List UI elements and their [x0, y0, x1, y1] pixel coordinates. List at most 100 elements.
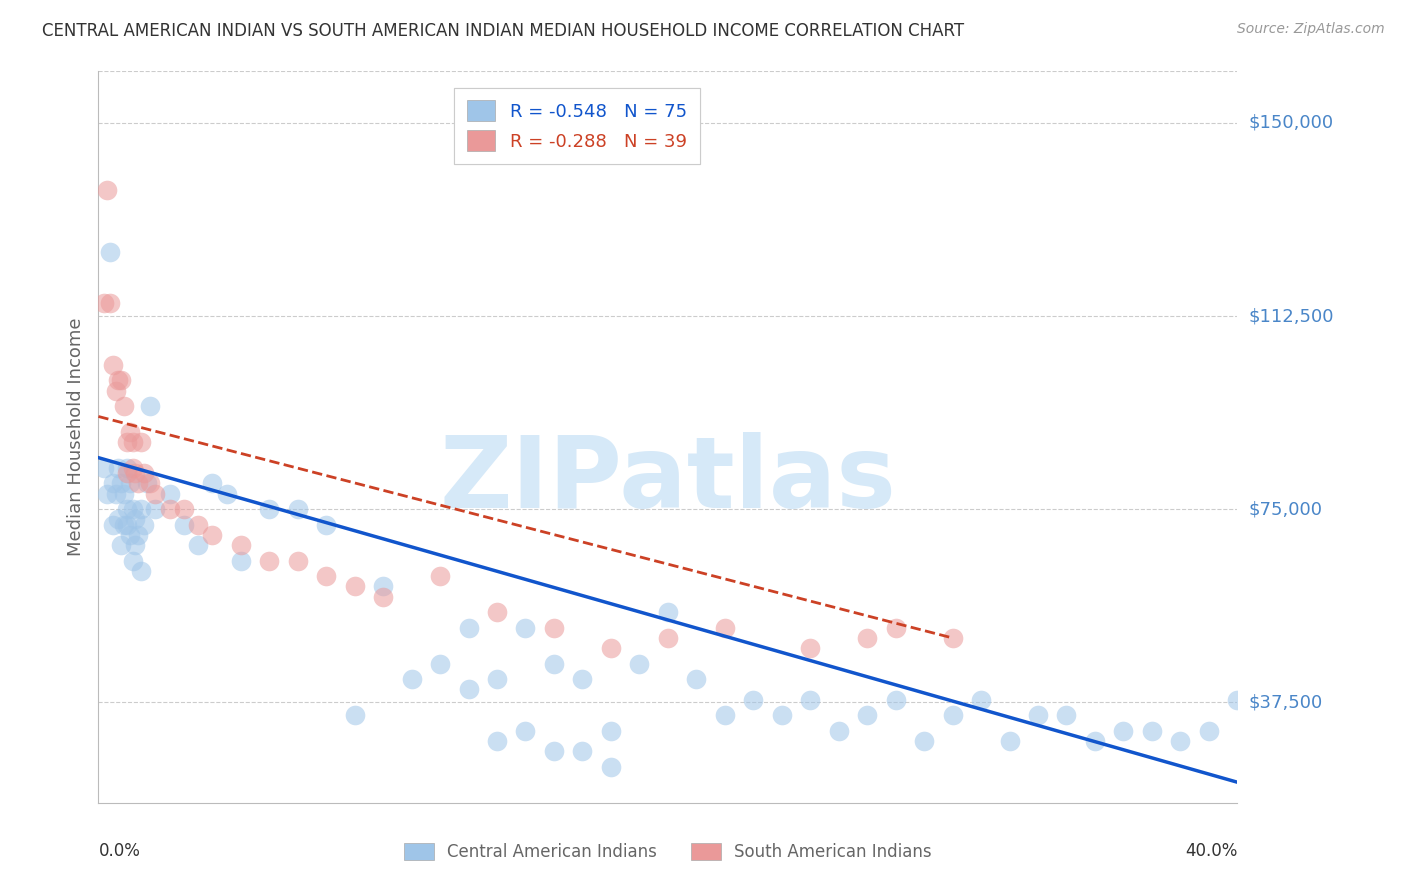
Point [98, 296, 121, 310]
Point [201, 528, 224, 542]
Text: $37,500: $37,500 [1249, 693, 1323, 711]
Point [287, 502, 309, 516]
Point [173, 517, 195, 532]
Point [515, 723, 537, 738]
Point [998, 734, 1021, 748]
Point [685, 672, 707, 686]
Point [628, 657, 651, 671]
Legend: R = -0.548   N = 75, R = -0.288   N = 39: R = -0.548 N = 75, R = -0.288 N = 39 [454, 87, 700, 164]
Point [742, 693, 765, 707]
Point [486, 734, 509, 748]
Point [121, 435, 143, 450]
Point [543, 744, 565, 758]
Point [118, 476, 141, 491]
Point [145, 502, 167, 516]
Point [543, 657, 565, 671]
Point [828, 723, 851, 738]
Point [110, 538, 132, 552]
Point [215, 487, 238, 501]
Point [159, 502, 181, 516]
Point [259, 554, 281, 568]
Point [714, 708, 737, 723]
Text: $112,500: $112,500 [1249, 307, 1334, 325]
Point [343, 708, 366, 723]
Point [173, 502, 195, 516]
Point [107, 461, 129, 475]
Point [912, 734, 935, 748]
Point [429, 569, 451, 583]
Point [93, 461, 115, 475]
Point [1198, 723, 1220, 738]
Point [486, 605, 509, 619]
Point [96, 183, 118, 197]
Point [129, 435, 152, 450]
Point [138, 399, 160, 413]
Point [145, 487, 167, 501]
Point [115, 435, 138, 450]
Y-axis label: Median Household Income: Median Household Income [66, 318, 84, 557]
Point [770, 708, 793, 723]
Point [135, 476, 157, 491]
Point [457, 621, 479, 635]
Point [115, 461, 138, 475]
Point [1084, 734, 1107, 748]
Point [107, 512, 129, 526]
Point [124, 538, 146, 552]
Point [129, 502, 152, 516]
Point [571, 744, 593, 758]
Point [1226, 693, 1249, 707]
Point [115, 517, 138, 532]
Point [124, 466, 146, 480]
Point [486, 672, 509, 686]
Point [104, 384, 127, 398]
Point [132, 517, 155, 532]
Point [343, 579, 366, 593]
Point [187, 538, 209, 552]
Point [118, 528, 141, 542]
Point [201, 476, 224, 491]
Point [657, 631, 679, 645]
Point [970, 693, 993, 707]
Point [112, 487, 135, 501]
Point [93, 296, 115, 310]
Point [371, 590, 394, 604]
Point [657, 605, 679, 619]
Point [942, 631, 965, 645]
Point [1140, 723, 1163, 738]
Point [1170, 734, 1192, 748]
Point [107, 373, 129, 387]
Point [129, 564, 152, 578]
Point [121, 502, 143, 516]
Text: $150,000: $150,000 [1249, 114, 1333, 132]
Text: CENTRAL AMERICAN INDIAN VS SOUTH AMERICAN INDIAN MEDIAN HOUSEHOLD INCOME CORRELA: CENTRAL AMERICAN INDIAN VS SOUTH AMERICA… [42, 22, 965, 40]
Text: 40.0%: 40.0% [1185, 842, 1237, 860]
Point [112, 399, 135, 413]
Point [1112, 723, 1135, 738]
Point [127, 528, 149, 542]
Point [115, 502, 138, 516]
Point [942, 708, 965, 723]
Point [543, 621, 565, 635]
Point [600, 760, 623, 774]
Point [127, 476, 149, 491]
Text: Source: ZipAtlas.com: Source: ZipAtlas.com [1237, 22, 1385, 37]
Point [101, 476, 124, 491]
Point [229, 554, 252, 568]
Point [101, 358, 124, 372]
Point [371, 579, 394, 593]
Point [121, 554, 143, 568]
Point [132, 466, 155, 480]
Point [714, 621, 737, 635]
Point [401, 672, 423, 686]
Point [515, 621, 537, 635]
Point [884, 621, 907, 635]
Point [429, 657, 451, 671]
Point [187, 517, 209, 532]
Point [315, 569, 337, 583]
Point [600, 641, 623, 656]
Point [138, 476, 160, 491]
Point [101, 517, 124, 532]
Point [110, 373, 132, 387]
Point [229, 538, 252, 552]
Point [856, 708, 879, 723]
